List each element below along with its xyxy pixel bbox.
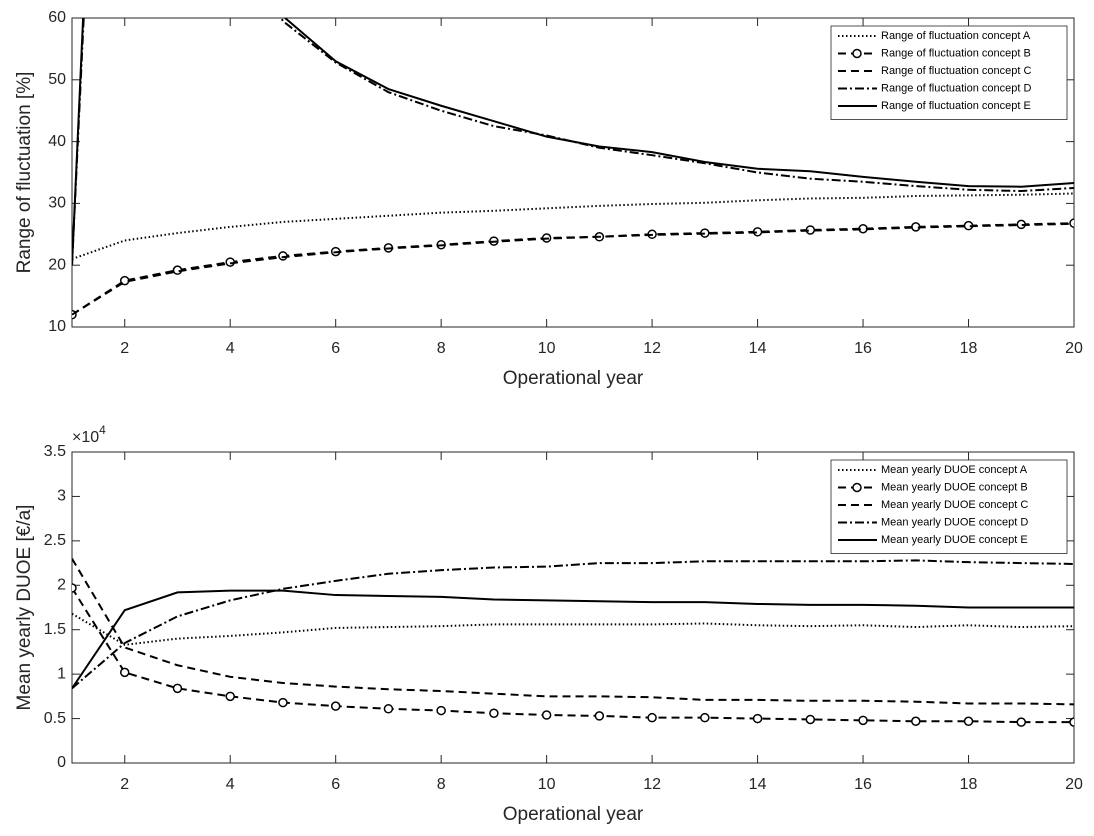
x-tick-label: 10 xyxy=(538,340,556,357)
series-marker xyxy=(278,697,288,708)
y-tick-label: 3 xyxy=(57,488,66,505)
x-tick-label: 6 xyxy=(331,340,340,357)
series-marker xyxy=(647,712,657,723)
axes: 2 4 6 8 10 12 14 16 18 20 0 0.5 1 1.5 2 2.5 3 3.5 Operatio… xyxy=(14,423,1083,825)
series-marker xyxy=(330,701,341,711)
axes-box xyxy=(71,17,1075,328)
legend-label: Range of fluctuation concept C xyxy=(881,65,1031,77)
series-line xyxy=(72,558,1074,706)
x-tick-label: 4 xyxy=(226,340,235,357)
series-marker xyxy=(963,716,974,726)
series-line xyxy=(72,612,1074,646)
x-axis-label: Operational year xyxy=(503,368,644,389)
x-tick-label: 16 xyxy=(854,776,872,793)
y-axis-label: Range of fluctuation [%] xyxy=(14,72,35,274)
y-tick-label: 10 xyxy=(48,318,66,335)
x-tick-label: 18 xyxy=(960,776,978,793)
series-line xyxy=(72,587,1074,724)
x-tick-label: 12 xyxy=(643,340,661,357)
y-axis-label: Mean yearly DUOE [€/a] xyxy=(14,505,35,711)
legend: Mean yearly DUOE concept A Mean yearly DU… xyxy=(830,459,1068,554)
series-marker xyxy=(752,713,763,724)
x-tick-label: 16 xyxy=(854,340,872,357)
y-multiplier-base: ×10 xyxy=(72,429,99,446)
series-marker xyxy=(172,683,183,694)
y-tick-label: 2 xyxy=(57,577,66,594)
y-multiplier-exponent: 4 xyxy=(99,423,106,437)
y-tick-label: 2.5 xyxy=(44,532,66,549)
series-marker xyxy=(383,704,394,714)
x-tick-label: 2 xyxy=(120,776,129,793)
axes: 2 4 6 8 10 12 14 16 18 20 10 20 30 40 50 60 Operational … xyxy=(14,9,1083,389)
x-tick-label: 18 xyxy=(960,340,978,357)
y-tick-label: 1 xyxy=(57,665,66,682)
series-marker xyxy=(700,712,710,723)
series-marker xyxy=(436,705,446,716)
y-tick-label: 1.5 xyxy=(44,621,66,638)
x-tick-label: 8 xyxy=(437,340,446,357)
series-marker xyxy=(1016,717,1027,727)
x-tick-label: 4 xyxy=(226,776,235,793)
legend-label: Range of fluctuation concept E xyxy=(881,100,1031,112)
series-marker xyxy=(489,708,499,718)
legend-marker xyxy=(852,482,862,493)
y-tick-label: 60 xyxy=(48,9,66,26)
legend-label: Range of fluctuation concept B xyxy=(881,47,1031,59)
x-axis-label: Operational year xyxy=(503,804,644,825)
y-tick-label: 20 xyxy=(48,256,66,273)
series-line xyxy=(72,18,1074,266)
x-tick-label: 12 xyxy=(643,776,661,793)
series-line xyxy=(72,589,1074,689)
x-tick-label: 10 xyxy=(538,776,556,793)
legend-label: Range of fluctuation concept D xyxy=(881,82,1031,94)
series-line xyxy=(72,559,1074,690)
series-line xyxy=(72,222,1074,316)
x-tick-label: 14 xyxy=(749,776,767,793)
x-tick-label: 2 xyxy=(120,340,129,357)
y-multiplier: ×104 xyxy=(72,423,106,446)
legend-box xyxy=(830,459,1068,554)
series-marker xyxy=(225,691,235,702)
series-line xyxy=(72,18,1074,266)
y-tick-label: 50 xyxy=(48,71,66,88)
series-marker xyxy=(541,710,552,720)
series-marker xyxy=(594,711,605,721)
x-tick-label: 20 xyxy=(1065,776,1083,793)
y-tick-label: 40 xyxy=(48,133,66,150)
x-tick-label: 6 xyxy=(331,776,340,793)
series-group xyxy=(72,18,1074,320)
x-tick-label: 20 xyxy=(1065,340,1083,357)
x-tick-label: 14 xyxy=(749,340,767,357)
series-marker xyxy=(805,714,816,725)
y-tick-label: 3.5 xyxy=(44,443,66,460)
series-marker xyxy=(1069,218,1074,228)
series-marker xyxy=(119,667,130,678)
series-marker xyxy=(1069,717,1074,727)
series-marker xyxy=(911,716,921,726)
legend: Range of fluctuation concept A Range of f… xyxy=(830,25,1068,120)
legend-label: Mean yearly DUOE concept E xyxy=(881,534,1028,546)
y-tick-label: 30 xyxy=(48,195,66,212)
x-tick-label: 8 xyxy=(437,776,446,793)
y-tick-label: 0.5 xyxy=(44,710,66,727)
legend-marker xyxy=(852,48,862,59)
legend-box xyxy=(830,25,1068,120)
legend-label: Range of fluctuation concept A xyxy=(881,30,1031,42)
legend-label: Mean yearly DUOE concept D xyxy=(881,516,1028,528)
legend-label: Mean yearly DUOE concept C xyxy=(881,499,1028,511)
series-marker xyxy=(858,715,868,726)
series-marker xyxy=(72,583,77,593)
legend-label: Mean yearly DUOE concept A xyxy=(881,464,1028,476)
legend-label: Mean yearly DUOE concept B xyxy=(881,481,1028,493)
y-tick-label: 0 xyxy=(57,754,66,771)
series-group xyxy=(72,558,1074,727)
